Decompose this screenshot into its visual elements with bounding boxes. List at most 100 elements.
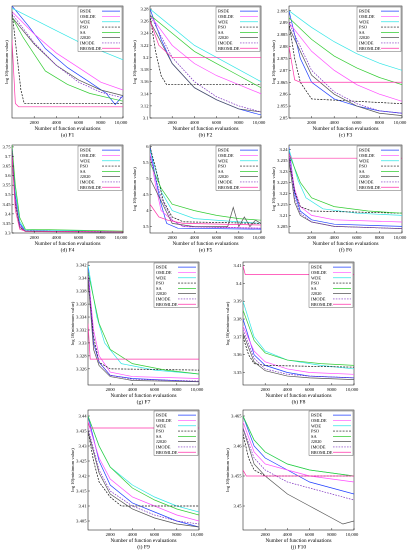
x-tick-label: 10,000: [346, 532, 359, 538]
chart-F8: 2000 4000 6000 8000 10,000 3.35 3.36 3.37 3.38 3.…: [225, 261, 359, 406]
x-tick-label: 2000: [307, 120, 317, 125]
y-tick-label: 3.37: [233, 334, 242, 339]
y-tick-label: 3.38: [233, 317, 242, 322]
legend-label-wde: WDE: [80, 158, 90, 163]
panel-caption: (a) F1: [61, 132, 75, 139]
series-line-bromlde: [12, 156, 123, 233]
x-tick-label: 10,000: [191, 387, 204, 393]
legend-label-bromlde: BROMLDE: [359, 185, 381, 190]
y-tick-label: 3.24: [140, 31, 149, 36]
legend-label-wde: WDE: [359, 19, 369, 24]
y-tick-label: 3.405: [76, 519, 87, 524]
y-tick-label: 3.45: [2, 202, 11, 207]
x-tick-label: 6000: [352, 235, 362, 240]
y-tick-label: 3.342: [76, 263, 87, 268]
x-tick-label: 2000: [106, 387, 116, 392]
legend-label-pso: PSO: [359, 164, 367, 169]
x-tick-label: 8000: [96, 120, 106, 125]
x-tick-label: 4000: [190, 235, 200, 240]
series-line-sa: [150, 162, 261, 221]
legend-label-sa: SA: [311, 434, 317, 439]
panel-caption: (b) F2: [199, 132, 213, 139]
y-axis-label: log 10(minimum value): [70, 301, 75, 345]
x-tick-label: 6000: [305, 387, 315, 392]
legend-label-sa: SA: [218, 169, 224, 174]
legend-label-sa: SA: [218, 30, 224, 35]
legend-label-bromlde: BROMLDE: [80, 46, 102, 51]
x-tick-label: 10,000: [394, 120, 407, 126]
series-line-imode: [243, 329, 354, 379]
legend-box: [356, 6, 402, 52]
panel-caption: (h) F8: [292, 399, 306, 406]
legend-label-j2020: J2020: [156, 439, 167, 444]
x-tick-label: 8000: [327, 387, 337, 392]
series-line-omlde: [12, 11, 123, 91]
legend-label-omlde: OMLDE: [359, 153, 375, 158]
y-tick-label: 3.75: [2, 144, 11, 149]
y-tick-label: 3.334: [76, 315, 87, 320]
x-tick-label: 6000: [74, 235, 84, 240]
x-tick-label: 6000: [150, 387, 160, 392]
legend-label-bsde: BSDE: [359, 148, 371, 153]
y-tick-label: 3.41: [78, 504, 87, 509]
legend-label-omlde: OMLDE: [218, 14, 234, 19]
legend-label-wde: WDE: [359, 158, 369, 163]
legend-box: [77, 6, 123, 52]
series-line-wde: [243, 301, 354, 370]
series-line-pso: [150, 146, 261, 224]
y-tick-label: 3.18: [140, 67, 149, 72]
series-line-bromlde: [150, 204, 261, 226]
y-tick-label: 3.22: [140, 43, 149, 48]
x-tick-label: 2000: [106, 532, 116, 537]
y-tick-label: 3.465: [231, 414, 242, 419]
x-tick-label: 4000: [283, 532, 293, 537]
legend-label-omlde: OMLDE: [80, 153, 96, 158]
series-line-sa: [88, 415, 199, 516]
chart-F10: 2000 4000 6000 8000 10,000 3.45 3.455 3.46 3.465…: [225, 409, 359, 550]
chart-F5: 2000 4000 6000 8000 10,000 3.5 4 4.5 5 5.5 6 Number…: [132, 144, 266, 253]
y-tick-label: 3.21: [279, 213, 288, 218]
legend-box: [356, 145, 402, 191]
x-tick-label: 10,000: [115, 120, 128, 126]
legend-label-pso: PSO: [218, 25, 226, 30]
series-line-bromlde: [150, 21, 261, 58]
y-tick-label: 3.1: [143, 116, 149, 121]
legend-label-pso: PSO: [156, 281, 164, 286]
series-line-omlde: [289, 153, 402, 223]
legend-label-j2020: J2020: [359, 174, 370, 179]
panel-caption: (e) F5: [199, 247, 213, 254]
series-line-imode: [150, 156, 261, 229]
y-axis-label: log 10(minimum value): [225, 448, 230, 492]
chart-F3: 2000 4000 6000 8000 10,000 2.85 2.855 2.86 2.865…: [271, 5, 407, 139]
series-line-j2020: [12, 16, 123, 96]
series-line-bromlde: [12, 39, 123, 108]
x-tick-label: 4000: [52, 235, 62, 240]
y-tick-label: 3.23: [279, 169, 288, 174]
chart-F4: 2000 4000 6000 8000 10,000 3.3 3.35 3.4 3.45 3.5 3…: [2, 144, 128, 253]
legend-box: [77, 145, 123, 191]
legend-label-bsde: BSDE: [80, 9, 92, 14]
series-line-imode: [289, 155, 402, 229]
series-line-imode: [12, 148, 123, 233]
y-tick-label: 3.332: [76, 327, 87, 332]
legend-label-j2020: J2020: [311, 439, 322, 444]
series-line-imode: [150, 14, 261, 113]
y-tick-label: 3.455: [231, 474, 242, 479]
legend-label-j2020: J2020: [156, 291, 167, 296]
y-tick-label: 3.43: [78, 444, 87, 449]
y-tick-label: 5.5: [143, 160, 149, 165]
legend-label-imode: IMODE: [311, 296, 326, 301]
series-line-bromlde: [289, 46, 402, 83]
series-line-sa: [243, 310, 354, 366]
legend-label-j2020: J2020: [311, 291, 322, 296]
legend-label-bsde: BSDE: [156, 413, 168, 418]
legend-label-wde: WDE: [156, 423, 166, 428]
legend-label-pso: PSO: [311, 281, 319, 286]
series-line-pso: [12, 11, 123, 104]
legend-box: [215, 6, 261, 52]
x-tick-label: 6000: [352, 120, 362, 125]
panel-caption: (f) F6: [339, 247, 352, 254]
y-tick-label: 3.39: [233, 299, 242, 304]
